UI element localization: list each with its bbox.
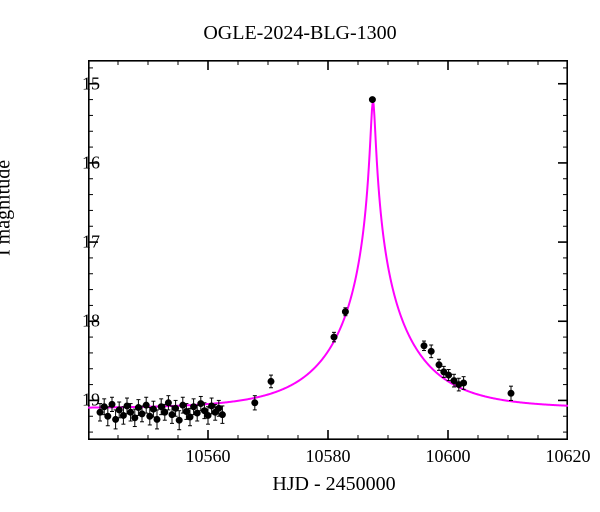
y-tick-label: 18 <box>40 311 100 332</box>
data-point <box>331 334 337 340</box>
x-tick-label: 10600 <box>426 446 471 467</box>
data-point <box>369 97 375 103</box>
y-axis-label: I magnitude <box>0 160 16 256</box>
data-point <box>198 401 204 407</box>
data-point <box>446 372 452 378</box>
data-point <box>342 309 348 315</box>
data-point <box>165 400 171 406</box>
chart-title: OGLE-2024-BLG-1300 <box>0 22 600 45</box>
data-point <box>268 378 274 384</box>
data-point <box>252 400 258 406</box>
figure: OGLE-2024-BLG-1300 I magnitude HJD - 245… <box>0 0 600 512</box>
data-point <box>176 417 182 423</box>
data-point <box>183 409 189 415</box>
data-point <box>421 343 427 349</box>
data-point <box>205 412 211 418</box>
y-tick-label: 16 <box>40 152 100 173</box>
data-point <box>219 412 225 418</box>
y-tick-label: 17 <box>40 232 100 253</box>
data-point <box>109 401 115 407</box>
data-point <box>116 407 122 413</box>
data-point <box>428 348 434 354</box>
x-tick-label: 10560 <box>186 446 231 467</box>
data-point <box>508 390 514 396</box>
data-point <box>191 404 197 410</box>
y-tick-label: 15 <box>40 73 100 94</box>
data-point <box>436 362 442 368</box>
data-point <box>128 409 134 415</box>
data-point <box>120 412 126 418</box>
y-tick-label: 19 <box>40 390 100 411</box>
data-point <box>209 403 215 409</box>
data-point <box>180 402 186 408</box>
data-point <box>147 413 153 419</box>
data-point <box>169 412 175 418</box>
plot-area <box>88 60 568 440</box>
model-curve <box>88 101 568 407</box>
data-point <box>461 380 467 386</box>
x-tick-label: 10580 <box>306 446 351 467</box>
x-tick-label: 10620 <box>546 446 591 467</box>
data-point <box>154 416 160 422</box>
data-point <box>139 411 145 417</box>
data-point <box>150 406 156 412</box>
data-point <box>113 416 119 422</box>
axes-frame <box>89 61 567 439</box>
data-point <box>105 413 111 419</box>
x-axis-label: HJD - 2450000 <box>88 473 580 496</box>
data-point <box>135 405 141 411</box>
plot-svg <box>88 60 568 440</box>
